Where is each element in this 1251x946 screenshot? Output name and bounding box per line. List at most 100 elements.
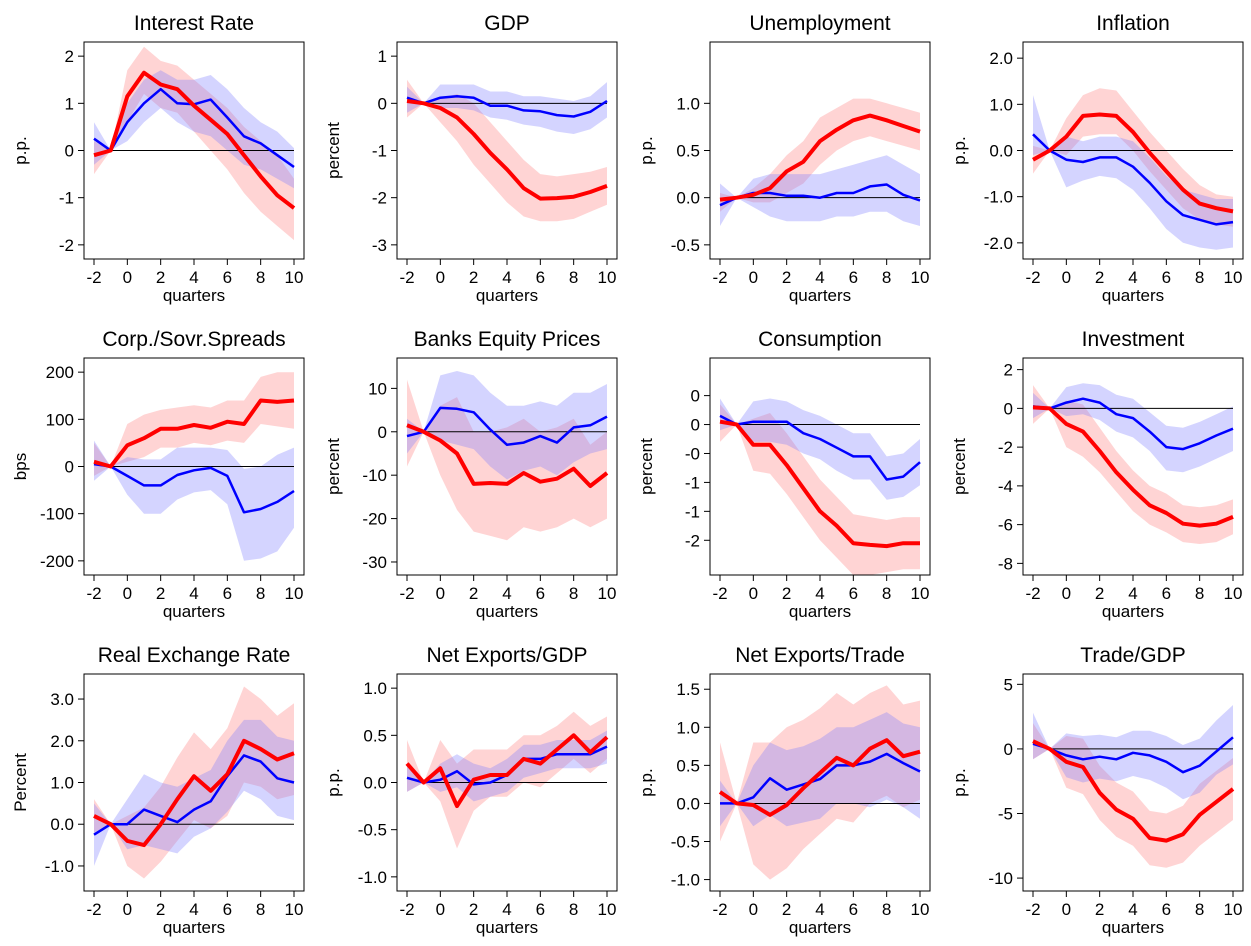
x-tick-label: 6	[536, 900, 545, 919]
x-tick-label: 0	[1062, 900, 1071, 919]
series-line-blue	[406, 406, 608, 447]
x-tick-label: 10	[598, 900, 617, 919]
x-tick-label: 10	[285, 584, 304, 603]
y-tick-label: 0	[1004, 740, 1013, 759]
x-tick-label: 4	[502, 584, 511, 603]
series-line-blue	[1032, 133, 1234, 226]
y-tick-label: -1	[372, 142, 387, 161]
y-tick-label: 0.5	[676, 756, 700, 775]
confidence-band	[94, 46, 294, 241]
x-axis-label: quarters	[163, 286, 225, 305]
x-tick-label: 4	[502, 268, 511, 287]
y-tick-label: -1	[685, 473, 700, 492]
x-tick-label: -2	[86, 268, 101, 287]
x-tick-label: 4	[502, 900, 511, 919]
x-tick-label: 0	[436, 584, 445, 603]
series-line-red	[406, 423, 609, 488]
y-tick-label: -2	[685, 531, 700, 550]
x-tick-label: 10	[285, 268, 304, 287]
y-axis-label: percent	[324, 122, 343, 179]
y-tick-label: 0.0	[363, 774, 387, 793]
x-tick-label: 10	[598, 268, 617, 287]
x-tick-label: 0	[1062, 584, 1071, 603]
y-tick-label: -1	[59, 189, 74, 208]
y-tick-label: 1.0	[989, 95, 1013, 114]
y-tick-label: 0.5	[676, 142, 700, 161]
chart-title: Corp./Sovr.Spreads	[102, 328, 285, 351]
x-tick-label: 4	[815, 584, 824, 603]
chart-title: Investment	[1082, 328, 1185, 351]
x-tick-label: 2	[156, 584, 165, 603]
x-tick-label: 2	[782, 584, 791, 603]
series-line-red	[1032, 112, 1234, 214]
y-tick-label: 0	[65, 458, 74, 477]
x-tick-label: 10	[285, 900, 304, 919]
confidence-band	[407, 379, 607, 541]
x-tick-label: 0	[749, 900, 758, 919]
y-tick-label: 2	[1004, 361, 1013, 380]
x-tick-label: 2	[156, 900, 165, 919]
x-axis-label: quarters	[789, 286, 851, 305]
x-tick-label: 2	[156, 268, 165, 287]
y-axis-label: p.p.	[324, 768, 343, 796]
y-tick-label: -1.0	[358, 868, 387, 887]
x-tick-label: 2	[782, 268, 791, 287]
x-axis-label: quarters	[163, 918, 225, 937]
y-tick-label: -2.0	[984, 234, 1013, 253]
x-tick-label: 2	[1095, 584, 1104, 603]
panel: -2 0 2 4 6 8 10 0 0 -0 -1 -1 -2 Consumption quarters pe…	[637, 328, 931, 621]
y-tick-label: 2	[65, 47, 74, 66]
x-tick-label: 4	[1128, 584, 1137, 603]
y-tick-label: 0	[691, 387, 700, 406]
y-tick-label: 5	[1004, 675, 1013, 694]
x-axis-label: quarters	[1102, 602, 1164, 621]
y-axis-label: p.p.	[637, 136, 656, 164]
x-tick-label: 2	[469, 268, 478, 287]
x-tick-label: 6	[849, 268, 858, 287]
x-tick-label: 8	[1195, 584, 1204, 603]
x-tick-label: 2	[1095, 900, 1104, 919]
y-axis-label: percent	[324, 438, 343, 495]
y-tick-label: -100	[40, 505, 74, 524]
x-tick-label: 6	[223, 584, 232, 603]
y-tick-label: -10	[362, 466, 387, 485]
y-tick-label: -20	[362, 510, 387, 529]
x-tick-label: 4	[1128, 900, 1137, 919]
y-tick-label: -8	[998, 554, 1013, 573]
y-tick-label: 10	[368, 379, 387, 398]
x-tick-label: -2	[712, 584, 727, 603]
x-tick-label: 0	[123, 268, 132, 287]
x-tick-label: 10	[911, 584, 930, 603]
x-tick-label: -2	[399, 268, 414, 287]
y-tick-label: -2	[998, 438, 1013, 457]
y-tick-label: -6	[998, 516, 1013, 535]
y-tick-label: -1	[685, 502, 700, 521]
series-line-blue	[1032, 736, 1234, 774]
confidence-band	[407, 79, 607, 222]
x-tick-label: 8	[569, 900, 578, 919]
y-tick-label: -3	[372, 236, 387, 255]
y-tick-label: -4	[998, 477, 1013, 496]
confidence-band	[1033, 385, 1233, 544]
y-tick-label: 0	[65, 142, 74, 161]
chart-title: Interest Rate	[134, 12, 254, 35]
x-axis-label: quarters	[789, 918, 851, 937]
series-line-red	[718, 738, 921, 817]
series-line-red	[1032, 739, 1235, 843]
panel: -2 0 2 4 6 8 10 1.0 0.5 0.0 -0.5 Unemployment quarte…	[637, 12, 931, 305]
y-tick-label: 1	[65, 94, 74, 113]
series-line-blue	[93, 462, 295, 514]
x-tick-label: 6	[849, 584, 858, 603]
y-tick-label: 0	[378, 423, 387, 442]
y-tick-label: -2	[372, 189, 387, 208]
x-tick-label: 4	[189, 584, 198, 603]
y-tick-label: 1.0	[363, 679, 387, 698]
x-tick-label: 10	[911, 268, 930, 287]
x-tick-label: 10	[1224, 268, 1243, 287]
series-line-red	[93, 398, 295, 469]
y-tick-label: 0.0	[989, 142, 1013, 161]
x-tick-label: 8	[1195, 900, 1204, 919]
